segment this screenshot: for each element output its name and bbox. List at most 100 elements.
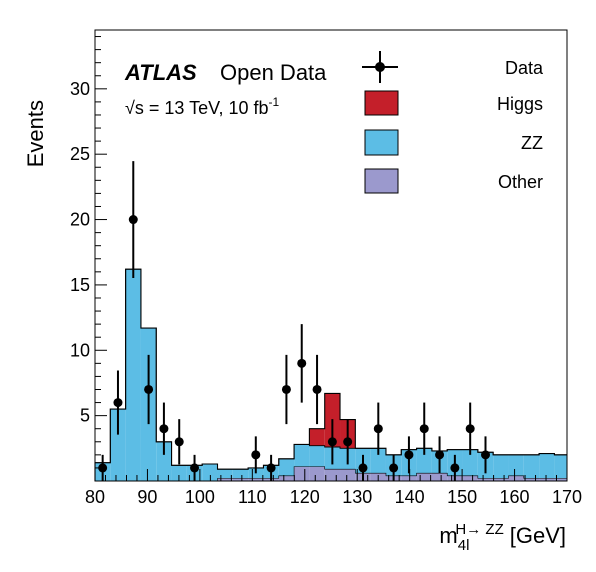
x-tick-label-90: 90 <box>137 487 157 507</box>
outline-total <box>94 268 567 481</box>
data-point-18 <box>373 424 383 434</box>
bar-other-28 <box>523 478 540 481</box>
data-point-19 <box>389 463 399 473</box>
data-point-6 <box>190 463 200 473</box>
bar-other-21 <box>416 473 432 481</box>
bar-other-15 <box>324 469 341 481</box>
bar-zz-21 <box>416 448 432 474</box>
bar-other-29 <box>539 478 555 481</box>
x-tick-label-140: 140 <box>395 487 425 507</box>
y-axis-ticks: 5 10 15 20 25 30 <box>70 36 107 469</box>
x-axis-ticks: 80 90 100 110 120 130 140 150 160 170 <box>85 469 582 507</box>
x-axis-label: m4lH→ ZZ [GeV] <box>439 521 566 554</box>
data-point-25 <box>481 450 491 460</box>
bar-zz-30 <box>554 454 567 479</box>
legend-label-zz: ZZ <box>521 133 543 153</box>
bar-other-16 <box>340 469 356 481</box>
data-point-22 <box>435 450 445 460</box>
bar-other-22 <box>431 473 448 481</box>
x-tick-label-100: 100 <box>185 487 215 507</box>
data-point-15 <box>327 437 337 447</box>
data-point-4 <box>159 424 169 434</box>
legend-data-marker-dot <box>375 62 385 72</box>
bar-other-26 <box>493 478 509 481</box>
energy-label-sup: -1 <box>269 95 280 109</box>
bar-higgs-14 <box>309 428 325 446</box>
data-point-2 <box>128 215 138 225</box>
y-tick-label-15: 15 <box>70 275 90 295</box>
energy-label-main: √s = 13 TeV, 10 fb <box>125 98 269 118</box>
x-tick-label-160: 160 <box>500 487 530 507</box>
bar-zz-12 <box>278 458 295 476</box>
data-point-0 <box>98 463 108 473</box>
legend-swatch-higgs <box>364 90 399 116</box>
bar-other-8 <box>217 478 233 481</box>
x-tick-label-80: 80 <box>85 487 105 507</box>
atlas-label: ATLAS <box>124 60 197 85</box>
bar-other-30 <box>554 478 567 481</box>
bar-zz-1 <box>110 409 126 481</box>
data-point-17 <box>358 463 368 473</box>
data-point-16 <box>343 437 353 447</box>
bar-zz-7 <box>202 464 218 481</box>
data-point-3 <box>144 384 154 394</box>
legend-label-higgs: Higgs <box>497 94 543 114</box>
bar-other-13 <box>294 466 310 481</box>
legend: Data Higgs ZZ Other <box>362 51 544 194</box>
bar-zz-4 <box>156 441 172 481</box>
y-axis-label: Events <box>23 100 48 167</box>
open-data-label: Open Data <box>220 60 327 85</box>
bar-other-9 <box>232 478 249 481</box>
bar-zz-29 <box>539 453 555 479</box>
y-tick-label-20: 20 <box>70 210 90 230</box>
bar-other-12 <box>278 475 295 481</box>
x-tick-label-170: 170 <box>552 487 582 507</box>
legend-label-other: Other <box>498 172 543 192</box>
bar-other-24 <box>462 475 478 481</box>
bar-zz-28 <box>523 454 540 479</box>
bar-other-25 <box>477 478 494 481</box>
bar-zz-2 <box>125 269 141 481</box>
x-tick-label-110: 110 <box>238 487 267 507</box>
legend-swatch-other <box>364 168 399 194</box>
x-axis-label-sub: 4l <box>458 537 470 554</box>
bar-zz-5 <box>171 465 187 481</box>
bar-other-10 <box>248 478 264 481</box>
y-tick-label-25: 25 <box>70 144 90 164</box>
y-tick-label-5: 5 <box>80 406 90 426</box>
bar-zz-8 <box>217 469 233 479</box>
data-point-20 <box>404 450 414 460</box>
y-tick-label-10: 10 <box>70 340 90 360</box>
data-point-14 <box>312 384 322 394</box>
data-point-21 <box>419 424 429 434</box>
plot-frame <box>94 29 568 482</box>
data-point-13 <box>297 358 307 368</box>
data-point-10 <box>251 450 261 460</box>
bar-zz-24 <box>462 449 478 476</box>
bar-zz-18 <box>370 448 386 474</box>
data-point-24 <box>465 424 475 434</box>
bar-zz-27 <box>508 454 524 476</box>
x-axis-label-sup: H→ ZZ <box>455 521 503 538</box>
bar-other-27 <box>508 475 524 481</box>
bar-zz-26 <box>493 454 509 479</box>
bar-other-20 <box>401 475 417 481</box>
bar-zz-14 <box>309 445 325 467</box>
data-points <box>98 161 491 481</box>
bar-zz-13 <box>294 444 310 467</box>
data-point-1 <box>113 398 123 408</box>
bar-zz-9 <box>232 469 249 479</box>
x-tick-label-130: 130 <box>342 487 372 507</box>
data-point-12 <box>281 384 291 394</box>
x-tick-label-120: 120 <box>290 487 320 507</box>
x-tick-label-150: 150 <box>447 487 477 507</box>
energy-label: √s = 13 TeV, 10 fb-1 <box>125 95 279 118</box>
legend-swatch-zz <box>364 129 399 156</box>
data-point-23 <box>450 463 460 473</box>
y-tick-label-30: 30 <box>70 79 90 99</box>
bar-other-14 <box>309 466 325 481</box>
x-axis-label-main: m <box>439 523 457 548</box>
x-axis-label-unit: [GeV] <box>510 523 566 548</box>
data-point-5 <box>174 437 184 447</box>
